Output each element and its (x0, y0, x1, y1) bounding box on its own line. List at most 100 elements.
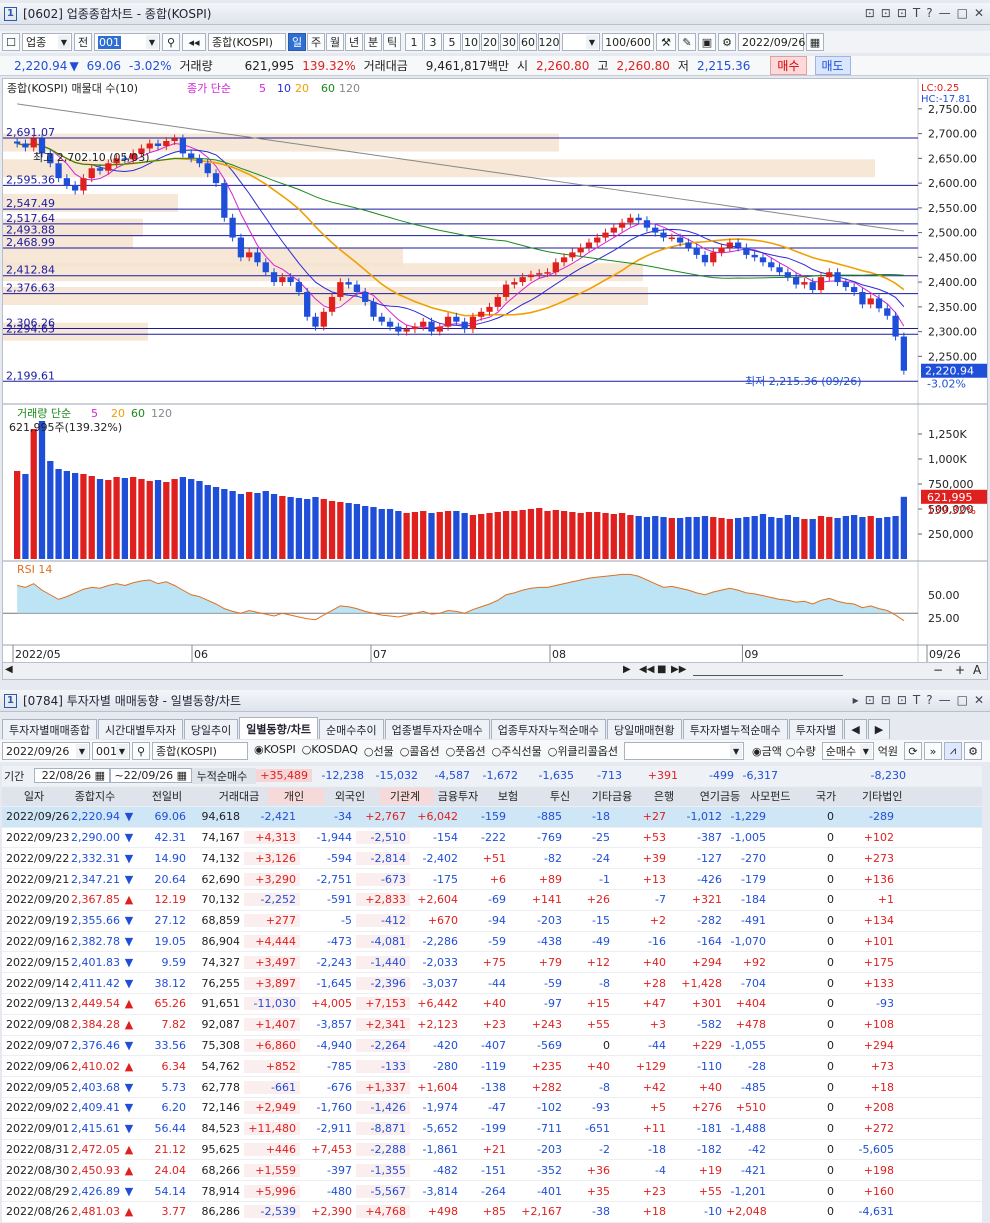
period-tab-틱[interactable]: 틱 (383, 33, 401, 51)
column-header-전일비[interactable]: 전일비 (151, 790, 183, 804)
scroll-left-icon[interactable]: ◀ (5, 664, 13, 675)
font-size-icon[interactable]: A (973, 663, 982, 677)
maximize-icon[interactable]: □ (956, 693, 968, 707)
column-header-개인[interactable]: 개인 (268, 788, 324, 805)
table-scrollbar[interactable] (982, 785, 990, 1165)
period-label[interactable]: 전 (74, 33, 92, 51)
column-header-거래대금[interactable]: 거래대금 (218, 790, 260, 804)
menu-icon[interactable]: ▸ (852, 693, 859, 707)
table-row[interactable]: 2022/09/08 2,384.28 ▲ 7.82 92,087 +1,407 -3,85… (2, 1015, 982, 1036)
column-header-국가[interactable]: 국가 (815, 790, 837, 804)
radio-위클리콜옵션[interactable]: ○위클리콜옵션 (547, 745, 619, 758)
table-row[interactable]: 2022/09/26 2,220.94 ▼ 69.06 94,618 -2,421 -34 +… (2, 806, 982, 828)
tab-투자자별[interactable]: 투자자별 (788, 719, 844, 739)
table-row[interactable]: 2022/09/20 2,367.85 ▲ 12.19 70,132 -2,252 -591… (2, 890, 982, 911)
column-header-외국인[interactable]: 외국인 (334, 790, 366, 804)
period-tab-월[interactable]: 월 (326, 33, 344, 51)
table-row[interactable]: 2022/08/30 2,450.93 ▲ 24.04 68,266 +1,559 -397… (2, 1160, 982, 1182)
tab-일별동향/차트[interactable]: 일별동향/차트 (239, 717, 319, 739)
period-tab-주[interactable]: 주 (307, 33, 325, 51)
radio-선물[interactable]: ○선물 (363, 745, 394, 758)
column-header-기관계[interactable]: 기관계 (380, 788, 434, 805)
tab-투자자별매매종합[interactable]: 투자자별매매종합 (2, 719, 97, 739)
buy-button[interactable]: 매수 (770, 56, 807, 75)
chart-svg[interactable]: 2,691.07 2,595.36 2,547.49 2,517.642,493.88… (3, 79, 987, 663)
num-button-20[interactable]: 20 (481, 33, 499, 51)
table-row[interactable]: 2022/09/05 2,403.68 ▼ 5.73 62,778 -661 -676 +1,… (2, 1077, 982, 1098)
option-select[interactable]: ▼ (624, 742, 745, 760)
link-icon[interactable]: ⊡ (880, 693, 891, 707)
zoom-out-icon[interactable]: − (933, 663, 944, 677)
font-icon[interactable]: T (912, 693, 921, 707)
column-header-은행[interactable]: 은행 (653, 790, 675, 804)
font-icon[interactable]: T (912, 6, 921, 20)
link-icon[interactable]: ⊡ (864, 6, 875, 20)
gear-icon[interactable]: ⚙ (964, 742, 983, 760)
radio-풋옵션[interactable]: ○풋옵션 (445, 745, 486, 758)
radio-주식선물[interactable]: ○주식선물 (491, 745, 542, 758)
save-icon[interactable]: ⊡ (896, 693, 907, 707)
table-row[interactable]: 2022/09/14 2,411.42 ▼ 38.12 76,255 +3,897 -1,6… (2, 973, 982, 994)
search-icon[interactable]: ⚲ (132, 742, 150, 760)
scroll-right-icon[interactable]: ▶ (623, 664, 631, 675)
calendar-icon[interactable]: ▦ (806, 33, 824, 51)
column-header-기타법인[interactable]: 기타법인 (862, 790, 903, 804)
fast-forward-icon[interactable]: ▶▶ (671, 664, 687, 675)
count-field[interactable]: 100/600 (602, 33, 654, 51)
table-row[interactable]: 2022/08/26 2,481.03 ▲ 3.77 86,286 -2,539 +2,39… (2, 1202, 982, 1223)
column-header-보험[interactable]: 보험 (497, 790, 519, 804)
stop-icon[interactable]: ■ (657, 664, 667, 675)
num-button-10[interactable]: 10 (462, 33, 480, 51)
maximize-icon[interactable]: □ (956, 6, 968, 20)
table-row[interactable]: 2022/09/13 2,449.54 ▲ 65.26 91,651 -11,030 +4,… (2, 994, 982, 1015)
table-row[interactable]: 2022/09/15 2,401.83 ▼ 9.59 74,327 +3,497 -2,24… (2, 952, 982, 974)
radio-KOSPI[interactable]: ◉KOSPI (254, 743, 296, 756)
num-button-30[interactable]: 30 (500, 33, 518, 51)
table-row[interactable]: 2022/09/06 2,410.02 ▲ 6.34 54,762 +852 -785 -13… (2, 1056, 982, 1078)
tools-icon[interactable]: ⚒ (656, 33, 676, 51)
table-row[interactable]: 2022/09/19 2,355.66 ▼ 27.12 68,859 +277 -5 -412… (2, 911, 982, 932)
num-button-60[interactable]: 60 (519, 33, 537, 51)
pen-icon[interactable]: ✎ (678, 33, 696, 51)
table-row[interactable]: 2022/08/29 2,426.89 ▼ 54.14 78,914 +5,996 -480… (2, 1181, 982, 1202)
num-button-3[interactable]: 3 (424, 33, 442, 51)
num-button-5[interactable]: 5 (443, 33, 461, 51)
column-header-종합지수[interactable]: 종합지수 (74, 790, 116, 804)
column-header-사모펀드[interactable]: 사모펀드 (750, 790, 791, 804)
checkbox-icon[interactable]: ☐ (2, 33, 20, 51)
column-header-연기금등[interactable]: 연기금등 (699, 790, 741, 804)
tab-당일추이[interactable]: 당일추이 (183, 719, 239, 739)
period-from[interactable]: 22/08/26 ▦ (34, 768, 110, 784)
date-field[interactable]: 2022/09/26 (738, 33, 805, 51)
help-icon[interactable]: ? (926, 693, 933, 707)
period-tab-년[interactable]: 년 (345, 33, 363, 51)
tab-순매수추이[interactable]: 순매수추이 (319, 719, 384, 739)
column-header-일자[interactable]: 일자 (23, 790, 45, 804)
index-name-field[interactable]: 종합(KOSPI) (152, 742, 248, 760)
tab-시간대별투자자[interactable]: 시간대별투자자 (97, 719, 183, 739)
tab-투자자별누적순매수[interactable]: 투자자별누적순매수 (682, 719, 788, 739)
qty-radio[interactable]: ○수량 (785, 745, 816, 758)
next-icon[interactable]: » (924, 742, 943, 760)
sell-button[interactable]: 매도 (814, 56, 851, 75)
chart-icon[interactable]: ⩘ (944, 742, 963, 760)
layout-icon[interactable]: ⊡ (880, 6, 891, 20)
period-to[interactable]: ~22/09/26 ▦ (110, 768, 192, 784)
code-select[interactable]: 001 ▼ (94, 33, 160, 51)
tab-scroll-left[interactable]: ◀ (844, 719, 867, 739)
minimize-icon[interactable]: — (938, 6, 951, 20)
amount-radio[interactable]: ◉금액 (752, 745, 782, 758)
net-select[interactable]: 순매수 ▼ (821, 742, 874, 760)
interval-select[interactable]: ▼ (562, 33, 600, 51)
market-select[interactable]: 업종 ▼ (22, 33, 72, 51)
column-header-투신[interactable]: 투신 (549, 790, 571, 804)
layout-icon[interactable]: ⊡ (864, 693, 875, 707)
refresh-icon[interactable]: ⟳ (904, 742, 923, 760)
table-row[interactable]: 2022/09/02 2,409.41 ▼ 6.20 72,146 +2,949 -1,76… (2, 1098, 982, 1119)
tab-scroll-right[interactable]: ▶ (867, 719, 891, 739)
help-icon[interactable]: ? (926, 6, 933, 20)
period-tab-분[interactable]: 분 (364, 33, 382, 51)
tab-업종별투자자순매수[interactable]: 업종별투자자순매수 (384, 719, 490, 739)
column-header-금융투자[interactable]: 금융투자 (437, 790, 479, 804)
save-icon[interactable]: ⊡ (896, 6, 907, 20)
